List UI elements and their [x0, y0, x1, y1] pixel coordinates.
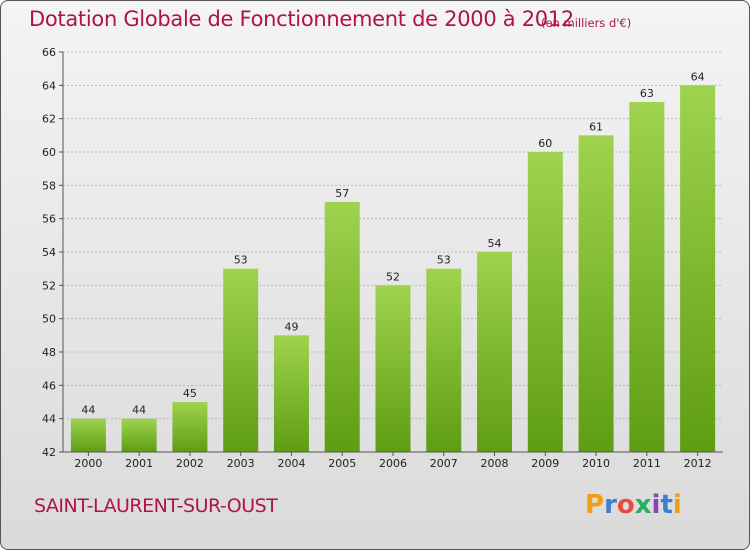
- bar: [629, 102, 665, 452]
- x-tick-label: 2001: [125, 457, 153, 470]
- bar-value-label: 44: [81, 404, 95, 417]
- y-tick-label: 56: [42, 213, 56, 226]
- y-tick-label: 46: [42, 379, 56, 392]
- x-tick-label: 2011: [633, 457, 661, 470]
- y-tick-label: 50: [42, 313, 56, 326]
- bar-value-label: 60: [538, 137, 552, 150]
- x-tick-label: 2002: [176, 457, 204, 470]
- x-tick-label: 2003: [227, 457, 255, 470]
- x-tick-label: 2010: [582, 457, 610, 470]
- bar: [324, 202, 360, 452]
- bar-value-label: 63: [640, 87, 654, 100]
- bars: [70, 85, 716, 453]
- bar: [273, 335, 309, 452]
- logo-letter: i: [651, 490, 661, 520]
- bar-value-label: 64: [691, 70, 705, 83]
- y-tick-label: 48: [42, 346, 56, 359]
- logo-letter: o: [616, 490, 635, 520]
- bar-value-label: 54: [488, 237, 502, 250]
- logo-letter: x: [634, 490, 652, 520]
- y-tick-label: 44: [42, 413, 56, 426]
- chart-unit-note: (en milliers d'€): [541, 16, 632, 30]
- logo-letter: i: [672, 490, 682, 520]
- bar: [477, 252, 513, 452]
- x-tick-label: 2009: [531, 457, 559, 470]
- x-tick-label: 2005: [328, 457, 356, 470]
- bar-value-label: 53: [437, 254, 451, 267]
- bar-value-label: 57: [335, 187, 349, 200]
- bar: [426, 268, 462, 452]
- bar-value-label: 44: [132, 404, 146, 417]
- y-tick-label: 52: [42, 279, 56, 292]
- x-tick-label: 2012: [684, 457, 712, 470]
- y-tick-label: 58: [42, 179, 56, 192]
- x-tick-label: 2006: [379, 457, 407, 470]
- bar: [680, 85, 716, 452]
- x-tick-label: 2004: [277, 457, 305, 470]
- bar: [375, 285, 411, 452]
- y-tick-label: 62: [42, 113, 56, 126]
- logo-letter: P: [585, 490, 605, 520]
- commune-name: SAINT-LAURENT-SUR-OUST: [34, 495, 278, 517]
- y-tick-label: 42: [42, 446, 56, 459]
- y-tick-label: 64: [42, 79, 56, 92]
- x-tick-label: 2000: [74, 457, 102, 470]
- x-tick-label: 2007: [430, 457, 458, 470]
- bar-value-label: 53: [234, 254, 248, 267]
- data-labels: 44 44 45 53 49 57 52 53 54 60 61 63 64: [81, 70, 704, 416]
- axes: 42 44 46 48 50 52 54 56 58 60 62 64 66 2000 2001 2002 20…: [42, 46, 723, 470]
- logo-letter: t: [660, 490, 673, 520]
- bar: [121, 418, 157, 452]
- bar: [70, 418, 106, 452]
- bar-value-label: 52: [386, 270, 400, 283]
- bar-value-label: 49: [284, 320, 298, 333]
- bar: [223, 268, 259, 452]
- bar-value-label: 45: [183, 387, 197, 400]
- x-tick-label: 2008: [481, 457, 509, 470]
- bar: [578, 135, 614, 453]
- bar: [527, 152, 563, 452]
- bar: [172, 402, 208, 452]
- y-tick-label: 54: [42, 246, 56, 259]
- logo-letter: r: [604, 490, 617, 520]
- bar-value-label: 61: [589, 120, 603, 133]
- y-tick-label: 60: [42, 146, 56, 159]
- y-tick-label: 66: [42, 46, 56, 59]
- chart-title: Dotation Globale de Fonctionnement de 20…: [29, 7, 574, 31]
